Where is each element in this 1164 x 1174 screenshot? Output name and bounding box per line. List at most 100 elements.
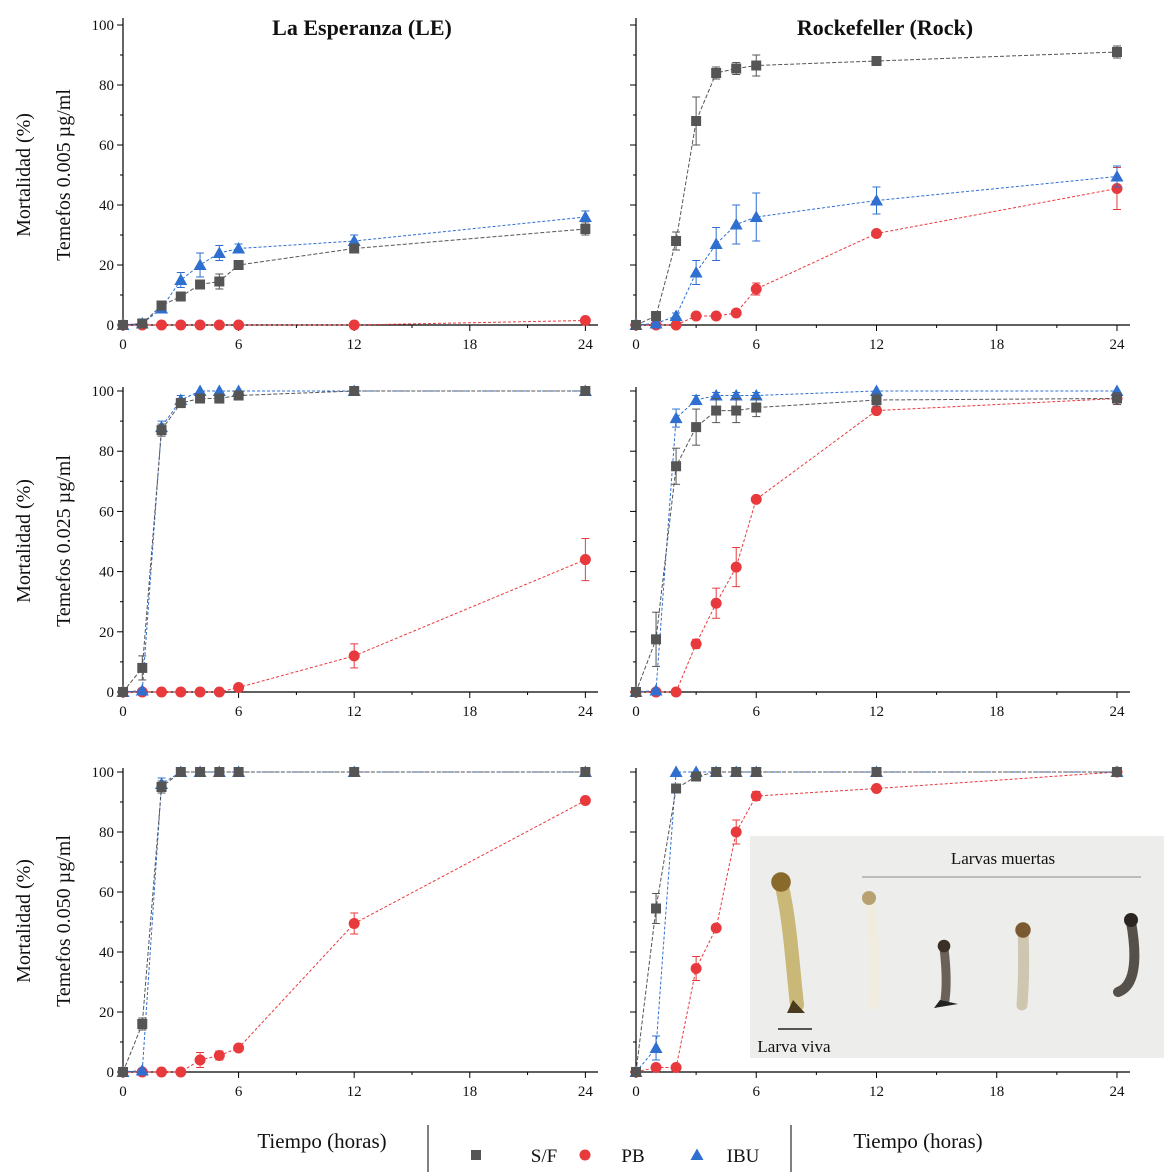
point-ibu-r2c2-8 xyxy=(1110,384,1124,396)
y-tick-label-r3c1-40: 40 xyxy=(99,945,114,961)
point-ibu-r3c2-1 xyxy=(649,1041,663,1053)
point-sf-r2c1-3 xyxy=(175,398,186,409)
series-line-pb-r3c1 xyxy=(123,800,586,1073)
point-pb-r1c2-4 xyxy=(710,310,722,322)
y-tick-label-r1c1-40: 40 xyxy=(99,198,114,214)
series-line-ibu-r3c1 xyxy=(122,771,586,1073)
y-tick-label-r1c1-80: 80 xyxy=(99,78,114,94)
point-sf-r1c1-4 xyxy=(195,279,206,290)
point-sf-r3c1-3 xyxy=(175,767,186,777)
point-sf-r3c2-0 xyxy=(631,1067,641,1077)
larva-dead-2-body xyxy=(939,943,951,1005)
point-ibu-r2c1-4 xyxy=(193,384,207,396)
point-sf-r2c2-6 xyxy=(751,402,762,413)
row-label-1: Mortalidad (%) Temefos 0.005 µg/ml xyxy=(13,89,75,261)
point-pb-r2c2-2 xyxy=(670,686,682,698)
panel-r2c2: 0 6 12 18 24 xyxy=(629,384,1130,720)
footer: Tiempo (horas) S/F PB IBU Tiempo (horas) xyxy=(257,1125,983,1172)
point-pb-r1c1-8 xyxy=(579,315,591,326)
larva-alive xyxy=(771,872,804,1012)
series-ibu-r1c2 xyxy=(629,165,1124,330)
row-label-3-line1: Mortalidad (%) xyxy=(13,859,35,983)
point-sf-r3c2-1 xyxy=(651,903,662,914)
point-pb-r3c1-3 xyxy=(175,1066,187,1078)
x-tick-label-r1c1-12: 12 xyxy=(347,337,362,353)
point-sf-r1c2-4 xyxy=(711,68,722,78)
point-ibu-r2c2-7 xyxy=(869,384,883,396)
point-sf-r3c1-4 xyxy=(195,767,206,777)
y-tick-label-r3c1-20: 20 xyxy=(99,1005,114,1021)
x-tick-label-r2c2-0: 0 xyxy=(632,704,640,720)
point-pb-r1c1-4 xyxy=(194,319,206,331)
point-pb-r3c1-8 xyxy=(579,795,591,806)
point-pb-r3c2-2 xyxy=(670,1062,682,1073)
point-sf-r2c2-3 xyxy=(691,422,702,433)
point-ibu-r3c1-1 xyxy=(135,1064,149,1076)
x-tick-label-r2c2-18: 18 xyxy=(989,704,1004,720)
point-sf-r1c1-7 xyxy=(349,243,360,254)
series-ibu-r2c2 xyxy=(629,384,1124,697)
column-title-le: La Esperanza (LE) xyxy=(272,15,452,40)
y-tick-label-r2c1-0: 0 xyxy=(107,685,115,701)
point-pb-r2c1-8 xyxy=(579,554,591,566)
panel-r3c2: 0 6 12 18 24 xyxy=(629,765,1130,1100)
series-pb-r2c2 xyxy=(630,393,1123,698)
y-tick-label-r1c1-60: 60 xyxy=(99,138,114,154)
point-sf-r3c2-2 xyxy=(671,783,682,794)
series-sf-r2c1 xyxy=(118,386,591,697)
x-axis-label-left: Tiempo (horas) xyxy=(257,1129,386,1153)
y-tick-label-r3c1-0: 0 xyxy=(107,1065,115,1081)
x-tick-label-r1c2-0: 0 xyxy=(632,337,640,353)
point-pb-r3c2-6 xyxy=(750,790,762,802)
point-sf-r3c2-8 xyxy=(1111,767,1122,777)
series-pb-r1c1 xyxy=(117,315,591,331)
point-ibu-r1c1-4 xyxy=(193,258,207,270)
larva-dead-3 xyxy=(1015,922,1031,1011)
series-sf-r3c2 xyxy=(631,767,1122,1077)
point-ibu-r2c2-1 xyxy=(649,683,663,696)
x-tick-label-r2c2-6: 6 xyxy=(752,704,760,720)
point-ibu-r2c1-1 xyxy=(135,683,149,696)
series-ibu-r1c1 xyxy=(116,210,592,330)
point-pb-r1c1-7 xyxy=(348,319,360,331)
point-sf-r1c2-6 xyxy=(751,60,762,71)
x-tick-label-r3c2-24: 24 xyxy=(1109,1084,1125,1100)
point-sf-r3c1-8 xyxy=(580,767,591,777)
series-pb-r3c1 xyxy=(117,795,591,1078)
point-sf-r2c1-6 xyxy=(233,390,244,401)
point-ibu-r1c2-3 xyxy=(689,266,703,278)
point-pb-r1c2-3 xyxy=(690,310,702,322)
point-sf-r3c1-2 xyxy=(156,782,167,792)
y-tick-label-r2c1-100: 100 xyxy=(92,384,115,400)
row-label-2: Mortalidad (%) Temefos 0.025 µg/ml xyxy=(13,455,75,627)
series-sf-r3c1 xyxy=(118,767,591,1077)
x-tick-label-r3c1-6: 6 xyxy=(235,1084,243,1100)
point-sf-r2c1-8 xyxy=(580,386,591,396)
point-sf-r2c1-0 xyxy=(118,687,128,697)
point-ibu-r1c1-5 xyxy=(212,246,226,258)
point-pb-r2c2-7 xyxy=(870,405,882,417)
point-sf-r2c1-4 xyxy=(195,393,206,404)
legend-label-pb: PB xyxy=(621,1146,644,1167)
x-tick-label-r1c1-0: 0 xyxy=(119,337,127,353)
x-tick-label-r1c2-12: 12 xyxy=(869,337,884,353)
point-pb-r2c2-3 xyxy=(690,638,702,650)
point-ibu-r1c2-8 xyxy=(1110,170,1124,182)
point-sf-r1c2-1 xyxy=(651,311,662,321)
point-ibu-r2c1-5 xyxy=(212,384,226,396)
x-tick-label-r2c1-12: 12 xyxy=(347,704,362,720)
point-pb-r2c1-7 xyxy=(348,650,360,662)
point-sf-r3c1-7 xyxy=(349,767,360,777)
point-ibu-r1c1-8 xyxy=(578,210,592,222)
point-ibu-r2c2-3 xyxy=(689,393,703,406)
legend-label-ibu: IBU xyxy=(727,1146,760,1167)
larva-dead-2 xyxy=(937,939,951,1005)
point-sf-r3c1-6 xyxy=(233,767,244,777)
x-tick-label-r1c1-18: 18 xyxy=(462,337,477,353)
x-tick-label-r2c1-24: 24 xyxy=(578,704,594,720)
x-tick-label-r2c1-0: 0 xyxy=(119,704,127,720)
series-line-sf-r2c1 xyxy=(122,390,586,693)
row-label-2-line2: Temefos 0.025 µg/ml xyxy=(53,455,75,627)
series-line-sf-r2c2 xyxy=(635,398,1118,693)
